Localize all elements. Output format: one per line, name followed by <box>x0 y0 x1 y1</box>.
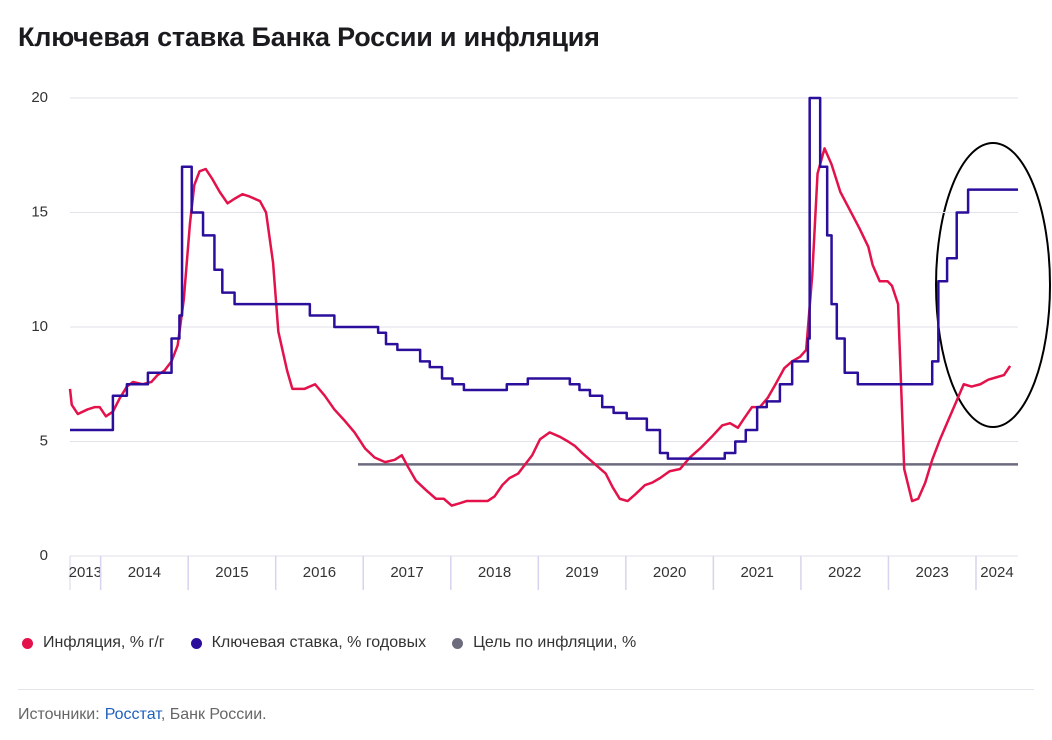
x-tick-label: 2019 <box>565 564 598 581</box>
source: Источники: Росстат, Банк России. <box>18 706 267 724</box>
y-tick-label: 20 <box>31 89 48 106</box>
x-tick-label: 2015 <box>215 564 248 581</box>
legend-label: Ключевая ставка, % годовых <box>211 634 427 651</box>
series-line <box>68 147 1012 507</box>
legend-swatch <box>22 637 33 649</box>
legend-item: Ключевая ставка, % годовых <box>190 634 427 652</box>
y-tick-label: 15 <box>31 203 48 220</box>
chart-title: Ключевая ставка Банка России и инфляция <box>18 22 600 52</box>
source-suffix: , Банк России. <box>160 706 267 723</box>
legend-item: Инфляция, % г/г <box>22 634 165 652</box>
x-tick-label: 2014 <box>128 564 161 581</box>
chart: 0 5 10 15 20 2013 2014 2015 2016 2017 2018 2019 2020… <box>31 89 1051 590</box>
y-tick-label: 0 <box>40 547 48 564</box>
source-prefix: Источники: <box>18 706 100 723</box>
x-tick-label: 2022 <box>828 564 861 581</box>
y-tick-label: 5 <box>40 432 48 449</box>
series-line <box>70 96 1018 460</box>
x-tick-label: 2023 <box>916 564 949 581</box>
separator <box>18 689 1034 690</box>
legend-label: Инфляция, % г/г <box>43 634 165 651</box>
x-tick-label: 2018 <box>478 564 511 581</box>
legend-swatch <box>190 637 202 649</box>
x-tick-label: 2013 <box>69 564 102 581</box>
y-tick-label: 10 <box>31 318 48 335</box>
source-link[interactable]: Росстат <box>104 706 161 723</box>
x-tick-label: 2017 <box>390 564 423 581</box>
legend-label: Цель по инфляции, % <box>473 634 637 651</box>
legend-swatch <box>452 637 464 649</box>
x-tick-label: 2024 <box>980 564 1013 581</box>
x-tick-label: 2016 <box>303 564 336 581</box>
x-tick-label: 2021 <box>740 564 773 581</box>
legend: Инфляция, % г/г Ключевая ставка, % годовы… <box>22 634 636 652</box>
highlight-ellipse <box>935 142 1051 428</box>
legend-item: Цель по инфляции, % <box>452 634 636 652</box>
x-tick-label: 2020 <box>653 564 686 581</box>
